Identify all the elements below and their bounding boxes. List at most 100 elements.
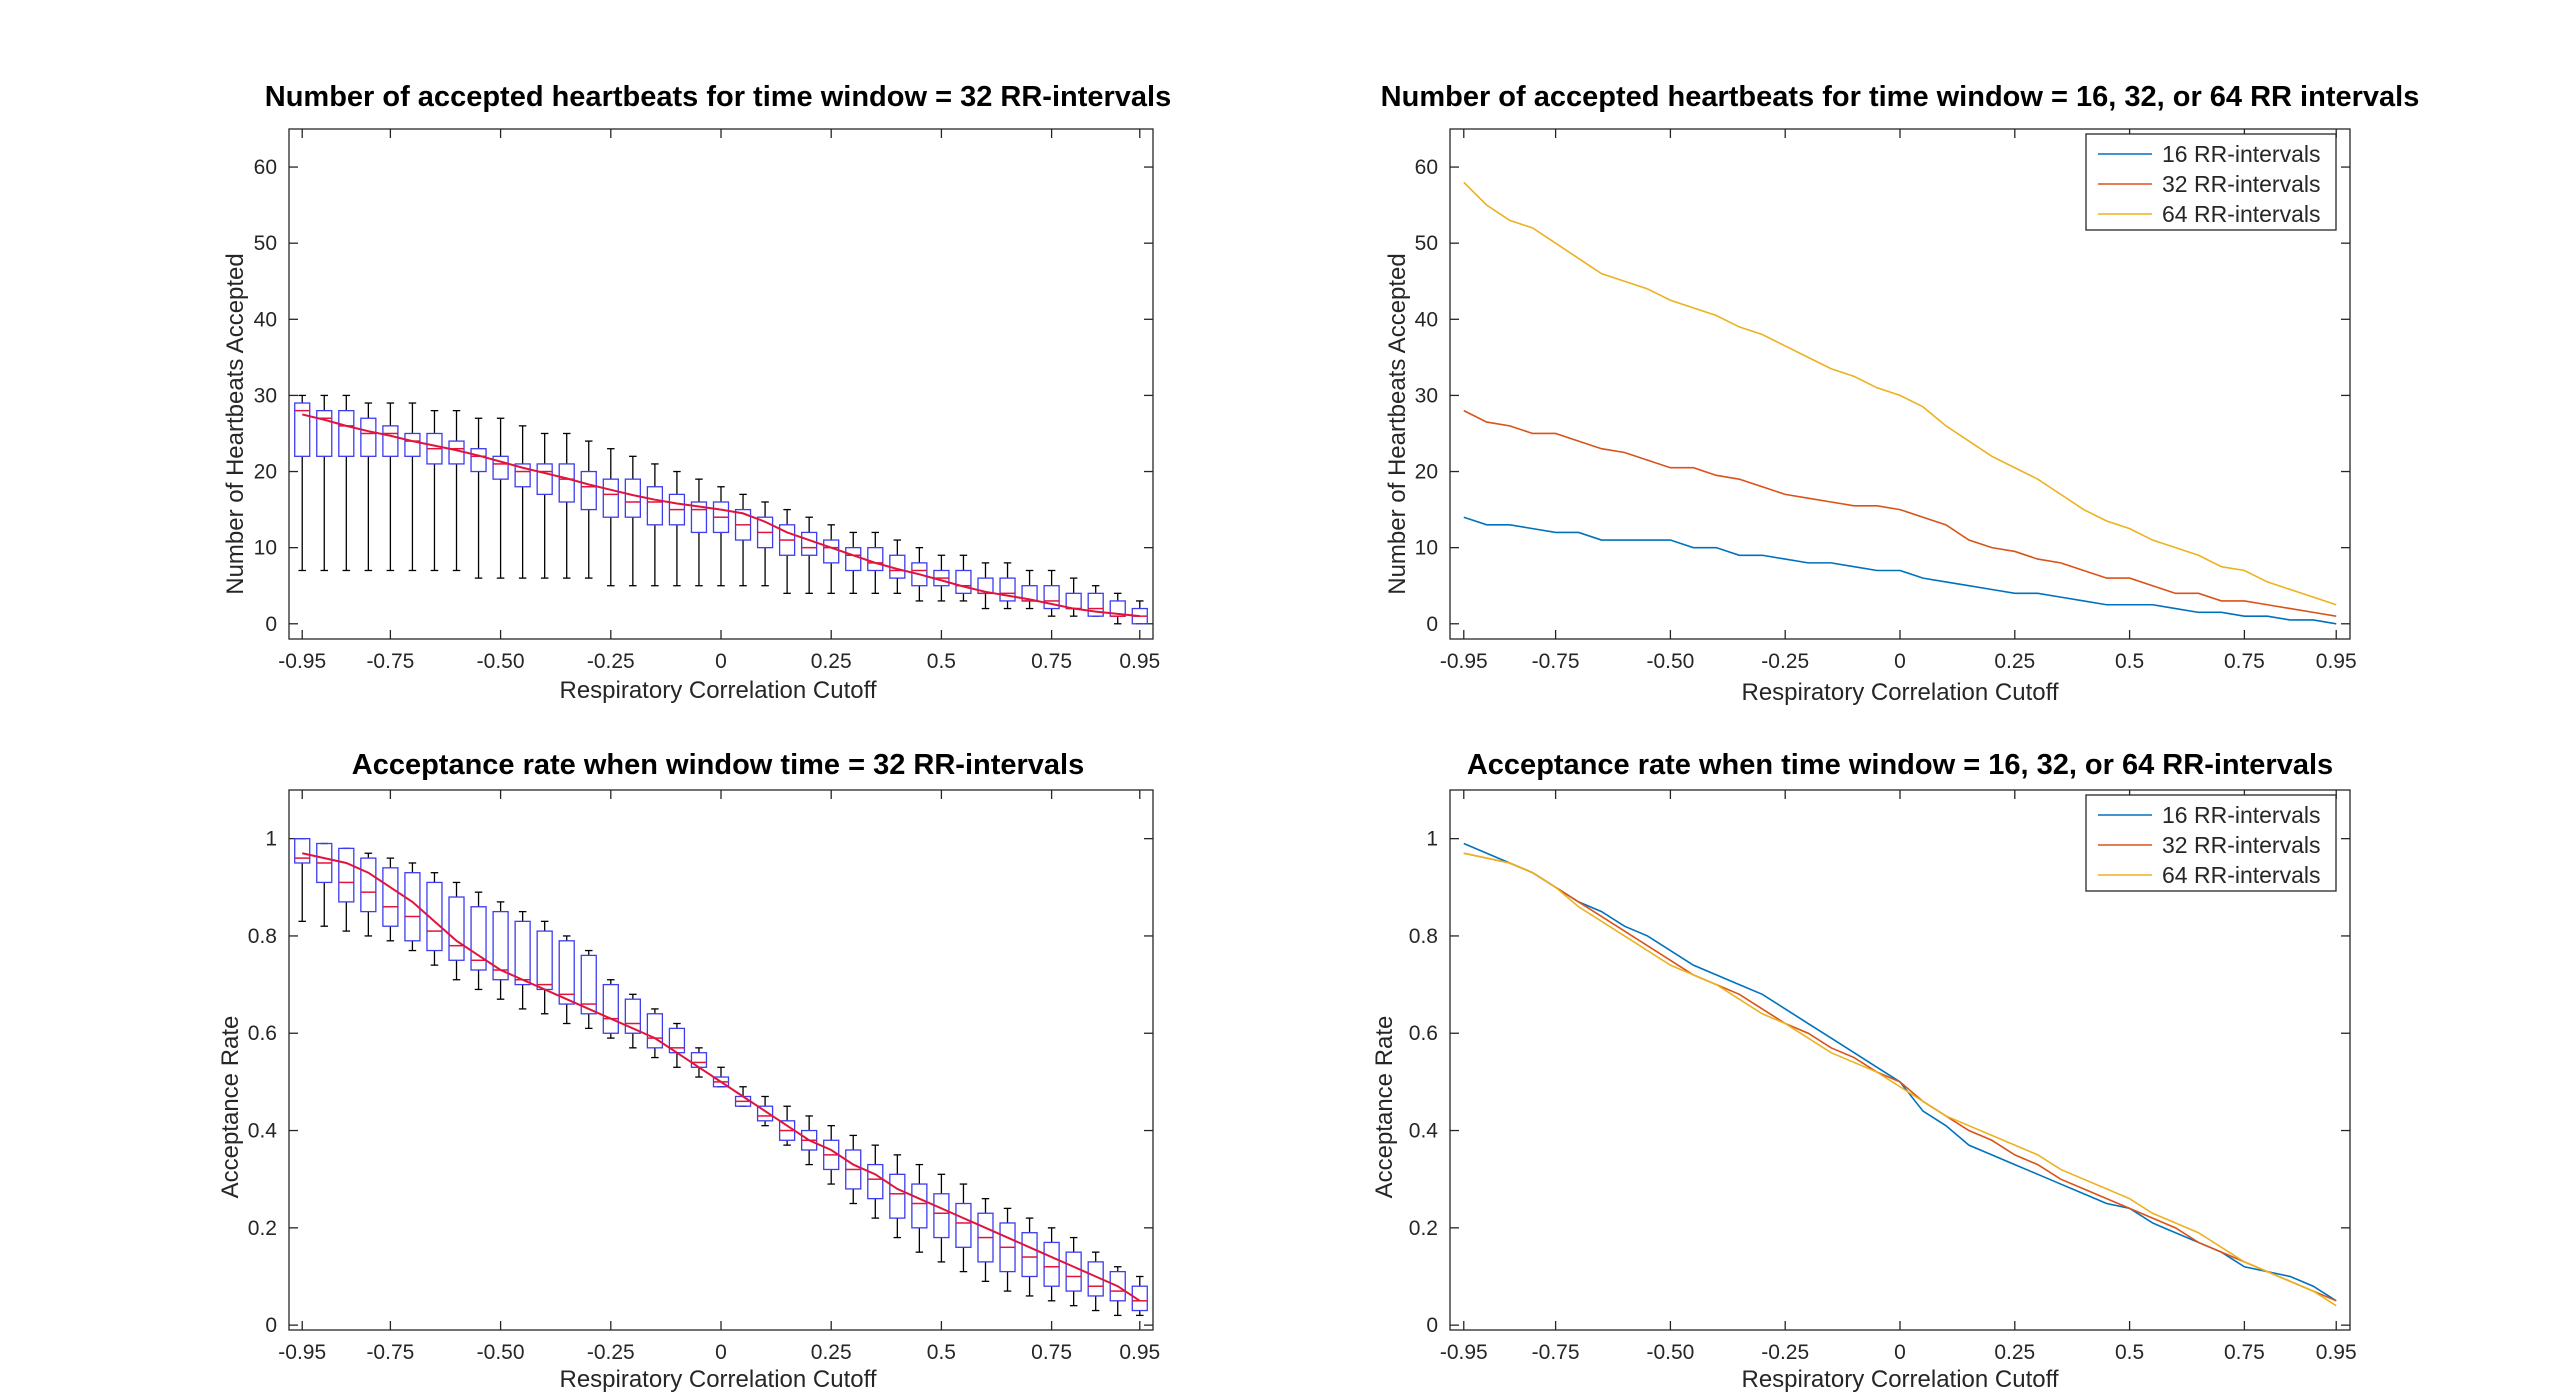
box-plot <box>1109 1266 1126 1317</box>
box-plot <box>977 1197 994 1283</box>
box-plot <box>426 872 443 966</box>
x-tick-label: 0.75 <box>2224 1341 2265 1364</box>
x-axis-label: Respiratory Correlation Cutoff <box>1741 1366 2058 1392</box>
box <box>955 569 972 594</box>
chart-title: Number of accepted heartbeats for time w… <box>1381 81 2420 113</box>
box-plot <box>404 862 421 952</box>
box-plot <box>624 455 641 587</box>
y-tick-label: 0 <box>1426 613 1438 636</box>
box-plot <box>690 478 708 587</box>
box <box>801 531 818 556</box>
x-tick-label: 0.5 <box>927 1341 956 1364</box>
box-plot <box>514 425 531 579</box>
box <box>360 417 377 457</box>
box-plot <box>999 562 1016 610</box>
box <box>867 547 884 572</box>
y-axis-label: Acceptance Rate <box>1371 1016 1398 1199</box>
plot-area: -0.95 -0.75 -0.50 -0.25 0 0.25 0.5 0.75 0.95 0 0.2… <box>248 789 1160 1364</box>
y-tick-label: 60 <box>254 156 277 179</box>
y-tick-label: 0.6 <box>248 1022 277 1045</box>
box-plot <box>801 1115 818 1166</box>
y-tick-label: 1 <box>1426 828 1438 851</box>
box <box>624 478 641 518</box>
plot-area: -0.95 -0.75 -0.50 -0.25 0 0.25 0.5 0.75 0.95 0 10 2… <box>254 128 1160 673</box>
box-plot <box>778 1105 796 1146</box>
box-plot <box>294 394 311 572</box>
box <box>360 857 377 913</box>
box-plot <box>602 448 619 587</box>
box-plot <box>801 516 818 594</box>
x-tick-label: -0.95 <box>278 650 326 673</box>
box-plot <box>580 949 597 1030</box>
box-plot <box>558 935 575 1025</box>
box <box>756 1105 774 1122</box>
x-tick-label: -0.50 <box>477 650 525 673</box>
x-tick-label: 0.95 <box>2316 1341 2357 1364</box>
box <box>933 1193 950 1239</box>
x-tick-label: 0.25 <box>1994 650 2035 673</box>
legend: 16 RR-intervals 32 RR-intervals 64 RR-inte… <box>2085 794 2337 892</box>
box <box>1109 1270 1126 1302</box>
plot-area: -0.95 -0.75 -0.50 -0.25 0 0.25 0.5 0.75 0.95 0 10 2… <box>1415 128 2357 673</box>
box <box>404 872 421 942</box>
box <box>1065 1251 1082 1292</box>
box-plot <box>778 508 796 594</box>
x-tick-label: 0 <box>1894 1341 1906 1364</box>
y-tick-label: 10 <box>1415 537 1438 560</box>
y-tick-label: 0.8 <box>1409 925 1438 948</box>
y-tick-label: 10 <box>254 537 277 560</box>
y-tick-label: 20 <box>1415 461 1438 484</box>
y-tick-label: 40 <box>254 308 277 331</box>
x-tick-label: -0.75 <box>366 1341 414 1364</box>
y-tick-label: 60 <box>1415 156 1438 179</box>
box <box>602 983 619 1034</box>
box <box>514 920 531 986</box>
y-tick-label: 0 <box>265 1314 277 1337</box>
x-tick-label: -0.50 <box>477 1341 525 1364</box>
panel-acceptance-rate-32: Acceptance rate when window time = 32 RR… <box>217 749 1160 1392</box>
y-tick-label: 0.6 <box>1409 1022 1438 1045</box>
x-tick-label: -0.25 <box>1761 1341 1809 1364</box>
box-plot <box>426 409 443 572</box>
box <box>889 1173 906 1219</box>
box-plot <box>823 1125 840 1185</box>
box <box>911 1183 928 1229</box>
x-tick-label: -0.25 <box>587 1341 635 1364</box>
box-plot <box>756 1095 774 1127</box>
box <box>1043 1241 1060 1287</box>
y-tick-label: 40 <box>1415 308 1438 331</box>
box-plot <box>294 837 311 923</box>
box <box>624 998 641 1034</box>
median-trend-line <box>302 852 1141 1302</box>
x-tick-label: 0.5 <box>927 650 956 673</box>
box-plot <box>668 470 686 587</box>
box <box>646 1013 664 1049</box>
box <box>1131 1285 1148 1312</box>
x-tick-label: 0.95 <box>2316 650 2357 673</box>
y-tick-label: 0.8 <box>248 925 277 948</box>
x-tick-label: 0.95 <box>1119 1341 1160 1364</box>
legend: 16 RR-intervals 32 RR-intervals 64 RR-inte… <box>2085 133 2337 231</box>
x-tick-label: -0.25 <box>587 650 635 673</box>
box-plot <box>999 1207 1016 1292</box>
x-tick-label: 0.75 <box>2224 650 2265 673</box>
box <box>316 409 333 457</box>
y-tick-label: 30 <box>1415 384 1438 407</box>
series-line-3 <box>1463 181 2337 606</box>
y-tick-label: 0.2 <box>248 1217 277 1240</box>
series-line-3 <box>1463 852 2337 1307</box>
x-tick-label: 0.75 <box>1031 1341 1072 1364</box>
box-plot <box>712 486 730 587</box>
x-tick-label: -0.75 <box>366 650 414 673</box>
chart-title: Number of accepted heartbeats for time w… <box>265 81 1171 113</box>
box-plot <box>338 394 355 572</box>
box <box>1043 585 1060 610</box>
y-tick-label: 30 <box>254 384 277 407</box>
x-tick-label: -0.95 <box>1440 1341 1488 1364</box>
box <box>382 425 399 457</box>
box <box>404 432 421 457</box>
box-plot <box>624 993 641 1049</box>
y-tick-label: 20 <box>254 461 277 484</box>
box <box>1021 1232 1038 1278</box>
